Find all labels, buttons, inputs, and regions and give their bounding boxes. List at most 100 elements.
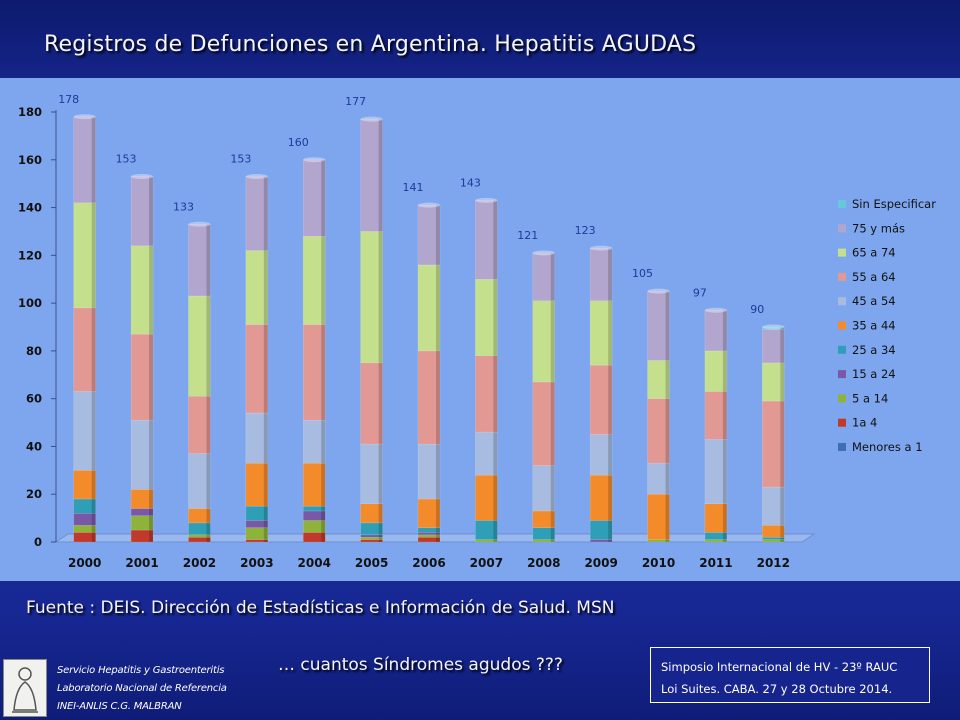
bar-total-label: 153 bbox=[230, 153, 251, 166]
bar-segment-shade bbox=[608, 300, 613, 366]
legend-label: 75 y más bbox=[852, 221, 905, 235]
y-tick-label: 40 bbox=[26, 439, 42, 453]
x-tick-label: 2008 bbox=[527, 556, 560, 570]
bar-segment-shade bbox=[780, 487, 785, 526]
bar-segment-shade bbox=[608, 520, 613, 540]
legend-label: Menores a 1 bbox=[852, 440, 923, 454]
bar-segment-shade bbox=[321, 510, 326, 521]
legend-label: Sin Especificar bbox=[852, 197, 936, 211]
y-tick-label: 180 bbox=[18, 105, 42, 119]
bar-segment bbox=[475, 431, 498, 476]
bar-segment-shade bbox=[378, 119, 383, 232]
legend-label: 15 a 24 bbox=[852, 367, 896, 381]
bar-segment-shade bbox=[493, 279, 498, 356]
bar-segment-shade bbox=[206, 537, 211, 542]
bar-segment-shade bbox=[550, 252, 555, 301]
bar-segment-shade bbox=[321, 236, 326, 325]
bar-top-cap bbox=[360, 116, 383, 122]
bar-segment-shade bbox=[665, 398, 670, 464]
x-tick-label: 2004 bbox=[298, 556, 331, 570]
bar-group-2002 bbox=[188, 221, 211, 543]
bar-segment-shade bbox=[436, 499, 440, 528]
bar-top-cap bbox=[704, 307, 727, 313]
bar-segment-shade bbox=[550, 300, 555, 382]
bar-segment-shade bbox=[91, 116, 96, 203]
source-note: Fuente : DEIS. Dirección de Estadísticas… bbox=[26, 598, 615, 618]
bar-segment-shade bbox=[91, 391, 96, 471]
legend-label: 45 a 54 bbox=[852, 294, 896, 308]
bar-segment bbox=[532, 252, 556, 301]
bar-segment-shade bbox=[378, 537, 383, 540]
bar-segment-shade bbox=[91, 513, 96, 526]
bar-top-cap bbox=[590, 245, 613, 251]
bar-segment-shade bbox=[263, 539, 268, 542]
x-tick-label: 2006 bbox=[412, 556, 445, 570]
bar-segment-shade bbox=[608, 248, 613, 301]
bar-segment bbox=[130, 515, 154, 531]
bar-segment bbox=[73, 532, 96, 543]
bar-segment-shade bbox=[263, 176, 268, 251]
bar-segment-shade bbox=[722, 439, 727, 504]
stacked-bar-chart: 0 20 40 60 80 100 120 140 160 180 178 2000 153 2001 13… bbox=[18, 93, 936, 570]
y-tick-label: 100 bbox=[18, 296, 42, 310]
bar-segment bbox=[188, 224, 211, 297]
bar-group-2003 bbox=[245, 174, 269, 543]
institution-line-3: INEI-ANLIS C.G. MALBRAN bbox=[57, 701, 182, 712]
symposium-line-1: Simposio Internacional de HV - 23º RAUC bbox=[661, 660, 898, 674]
bar-segment-shade bbox=[91, 499, 96, 514]
bar-segment bbox=[704, 532, 728, 540]
bar-segment-shade bbox=[206, 396, 211, 454]
bar-top-cap bbox=[303, 157, 326, 163]
bar-segment-shade bbox=[550, 539, 555, 542]
bar-segment-shade bbox=[378, 444, 383, 504]
bar-segment-shade bbox=[493, 475, 498, 521]
bar-segment bbox=[704, 310, 728, 352]
bar-top-cap bbox=[532, 250, 555, 256]
bar-segment-shade bbox=[321, 463, 326, 507]
bar-total-label: 121 bbox=[517, 229, 538, 242]
bar-segment-shade bbox=[263, 506, 268, 521]
bar-top-cap bbox=[418, 202, 440, 208]
bar-segment-shade bbox=[665, 463, 670, 495]
bar-segment-shade bbox=[493, 539, 498, 542]
bar-segment-shade bbox=[149, 176, 154, 246]
bar-total-label: 123 bbox=[575, 224, 596, 237]
legend-label: 5 a 14 bbox=[852, 391, 888, 405]
bar-top-cap bbox=[188, 221, 211, 227]
bar-segment-shade bbox=[722, 350, 727, 392]
bar-segment bbox=[762, 326, 785, 330]
y-tick-label: 120 bbox=[18, 248, 42, 262]
bar-segment-shade bbox=[263, 527, 268, 540]
bar-segment-shade bbox=[436, 534, 440, 538]
page-title: Registros de Defunciones en Argentina. H… bbox=[44, 32, 697, 57]
bar-segment-shade bbox=[321, 324, 326, 421]
bar-segment-shade bbox=[321, 532, 326, 542]
legend-swatch bbox=[838, 321, 846, 330]
institution-logo bbox=[3, 659, 47, 717]
bar-segment-shade bbox=[149, 245, 154, 335]
bar-segment-shade bbox=[665, 494, 670, 540]
bar-group-2007 bbox=[475, 197, 498, 543]
bar-segment-shade bbox=[550, 465, 555, 511]
bar-segment-shade bbox=[206, 224, 211, 296]
y-tick-label: 140 bbox=[18, 201, 42, 215]
bar-segment-shade bbox=[436, 527, 440, 533]
bar-total-label: 160 bbox=[288, 136, 309, 149]
bar-segment bbox=[73, 116, 96, 204]
bar-segment bbox=[532, 510, 556, 528]
bar-segment-shade bbox=[149, 334, 154, 421]
bar-segment-shade bbox=[378, 522, 383, 535]
bar-segment-shade bbox=[436, 537, 440, 542]
bar-segment-shade bbox=[493, 520, 498, 540]
bar-top-cap bbox=[475, 197, 498, 203]
bar-group-2000 bbox=[73, 114, 96, 543]
bar-segment-shade bbox=[91, 202, 96, 308]
bar-segment bbox=[417, 204, 441, 266]
bar-segment-shade bbox=[149, 530, 154, 542]
x-tick-label: 2005 bbox=[355, 556, 388, 570]
bar-segment-shade bbox=[378, 539, 383, 542]
bar-segment-shade bbox=[665, 360, 670, 399]
bar-segment-shade bbox=[378, 362, 383, 445]
bar-segment-shade bbox=[321, 506, 326, 511]
bar-segment-shade bbox=[436, 264, 440, 351]
